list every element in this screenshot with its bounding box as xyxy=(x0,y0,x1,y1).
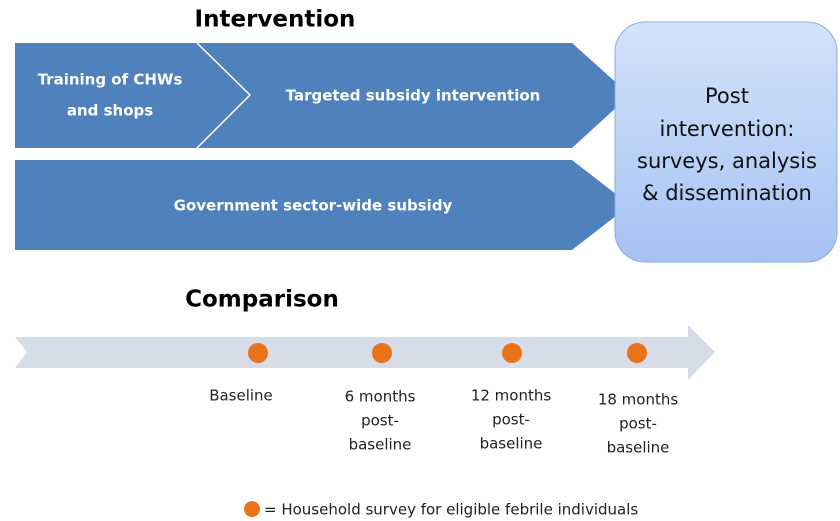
post-text: Post xyxy=(705,84,749,108)
timeline-arrow xyxy=(15,325,715,380)
post-text: intervention: xyxy=(660,117,795,141)
bottom-arrow xyxy=(15,160,630,250)
intervention-title: Intervention xyxy=(195,7,356,33)
timepoint-label: baseline xyxy=(480,435,543,453)
legend-dot xyxy=(244,501,260,517)
survey-dot xyxy=(372,343,392,363)
timepoint-label: post- xyxy=(619,415,657,433)
top-label: Targeted subsidy intervention xyxy=(286,87,541,105)
timepoint-label: post- xyxy=(492,411,530,429)
timepoint-label: post- xyxy=(361,412,399,430)
survey-dot xyxy=(502,343,522,363)
bottom-label: Government sector-wide subsidy xyxy=(174,197,453,215)
timepoint-label: 12 months xyxy=(471,387,552,405)
survey-dot xyxy=(627,343,647,363)
top-label: and shops xyxy=(67,102,153,120)
post-text: & dissemination xyxy=(642,181,812,205)
top-arrow xyxy=(15,43,630,148)
post-text: surveys, analysis xyxy=(637,149,817,173)
comparison-title: Comparison xyxy=(185,287,339,313)
timepoint-label: baseline xyxy=(607,439,670,457)
survey-dot xyxy=(248,343,268,363)
timepoint-label: Baseline xyxy=(209,387,273,405)
chevron-divider xyxy=(196,42,252,149)
legend-text: = Household survey for eligible febrile … xyxy=(264,501,638,519)
post-box xyxy=(614,21,838,263)
timepoint-label: baseline xyxy=(349,436,412,454)
top-label: Training of CHWs xyxy=(38,71,183,89)
timepoint-label: 18 months xyxy=(598,391,679,409)
timepoint-label: 6 months xyxy=(345,388,416,406)
